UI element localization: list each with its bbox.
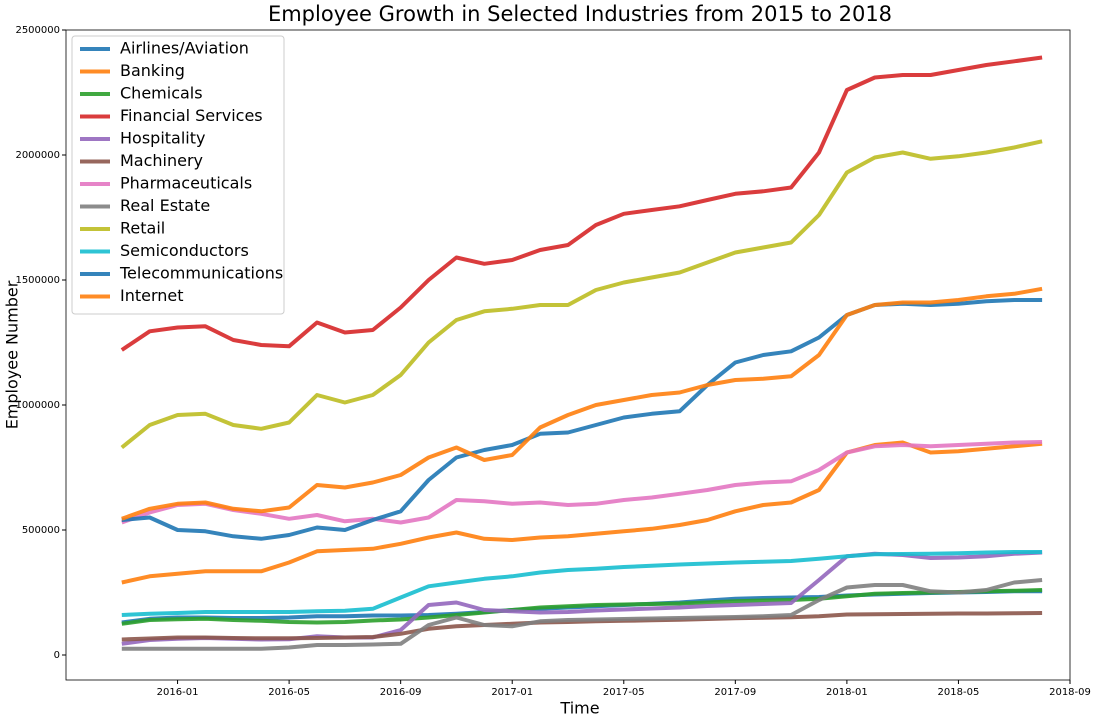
y-tick-label: 2500000 [15,25,60,36]
series-line [121,588,1043,626]
x-tick-label: 2017-05 [603,687,645,698]
y-tick-label: 0 [54,650,60,661]
series-line [121,550,1043,646]
series-line [121,286,1043,521]
legend-label: Financial Services [120,106,263,125]
y-tick-label: 1500000 [15,275,60,286]
plot-frame [65,29,1071,681]
x-tick-label: 2017-01 [491,687,533,698]
series-line [121,440,1043,525]
legend-label: Real Estate [120,196,210,215]
legend-label: Banking [120,61,185,80]
x-tick-label: 2018-01 [826,687,868,698]
y-axis-label: Employee Number [3,280,22,429]
series-line [121,578,1043,651]
y-tick-label: 2000000 [15,150,60,161]
x-tick-label: 2016-05 [268,687,310,698]
legend-label: Hospitality [120,129,205,148]
x-tick-label: 2018-09 [1049,687,1091,698]
x-tick-label: 2017-09 [714,687,756,698]
legend-label: Pharmaceuticals [120,174,252,193]
legend-box [71,35,285,315]
y-tick-label: 500000 [22,525,60,536]
chart-title: Employee Growth in Selected Industries f… [268,2,892,26]
legend-label: Airlines/Aviation [120,39,249,58]
series-line [120,139,1043,450]
series-line [121,550,1043,617]
y-tick-label: 1000000 [15,400,60,411]
x-tick-label: 2016-01 [157,687,199,698]
legend-label: Retail [120,219,165,238]
series-line [120,55,1043,352]
legend-label: Chemicals [120,84,203,103]
legend-label: Internet [120,286,184,305]
legend-label: Telecommunications [119,264,283,283]
x-tick-label: 2016-09 [380,687,422,698]
legend: Airlines/Aviation Banking Chemicals Financi… [71,35,285,315]
legend-label: Semiconductors [120,241,249,260]
x-tick-label: 2018-05 [938,687,980,698]
legend-label: Machinery [120,151,203,170]
x-axis-label: Time [559,699,599,718]
